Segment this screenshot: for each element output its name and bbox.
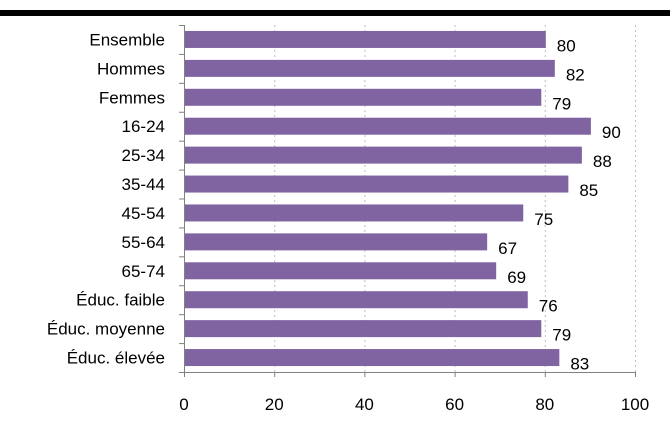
category-label: 45-54 xyxy=(122,204,165,223)
bar xyxy=(185,349,560,367)
category-label: 25-34 xyxy=(122,146,165,165)
bar xyxy=(185,59,555,77)
category-label: Éduc. élevée xyxy=(67,349,165,368)
data-label: 85 xyxy=(579,181,598,200)
bar xyxy=(185,30,546,48)
data-label: 75 xyxy=(534,210,553,229)
bars xyxy=(185,30,591,367)
x-tick-label: 80 xyxy=(535,395,554,414)
category-label: 55-64 xyxy=(122,233,165,252)
category-label: Éduc. faible xyxy=(76,291,165,310)
bar xyxy=(185,320,542,338)
axes xyxy=(179,25,636,377)
bar xyxy=(185,88,542,106)
x-tick-label: 0 xyxy=(179,395,188,414)
category-label: 65-74 xyxy=(122,262,165,281)
data-label: 69 xyxy=(507,268,526,287)
bar xyxy=(185,262,497,280)
data-label: 79 xyxy=(552,94,571,113)
data-label: 76 xyxy=(539,297,558,316)
category-label: Femmes xyxy=(99,88,165,107)
x-tick-labels: 0 20 40 60 80 100 xyxy=(179,395,649,414)
category-label: 16-24 xyxy=(122,117,165,136)
x-tick-label: 20 xyxy=(265,395,284,414)
data-label: 83 xyxy=(570,355,589,374)
x-tick-label: 100 xyxy=(621,395,649,414)
category-labels: Ensemble Hommes Femmes 16-24 25-34 35-44 45-54… xyxy=(47,30,165,367)
data-label: 80 xyxy=(557,36,576,55)
bar xyxy=(185,233,488,251)
bar xyxy=(185,291,528,309)
x-tick-label: 40 xyxy=(355,395,374,414)
bar xyxy=(185,117,591,135)
data-label: 79 xyxy=(552,326,571,345)
data-label: 67 xyxy=(498,239,517,258)
bar xyxy=(185,204,524,222)
bar xyxy=(185,175,569,193)
data-label: 90 xyxy=(602,123,621,142)
category-label: Hommes xyxy=(97,59,165,78)
top-rule xyxy=(0,10,670,16)
data-label: 82 xyxy=(566,65,585,84)
category-label: Éduc. moyenne xyxy=(47,320,165,339)
category-label: 35-44 xyxy=(122,175,165,194)
data-labels: 80 82 79 90 88 85 75 67 69 76 79 83 xyxy=(498,36,621,373)
category-label: Ensemble xyxy=(89,30,165,49)
data-label: 88 xyxy=(593,152,612,171)
x-tick-label: 60 xyxy=(445,395,464,414)
bar xyxy=(185,146,582,164)
